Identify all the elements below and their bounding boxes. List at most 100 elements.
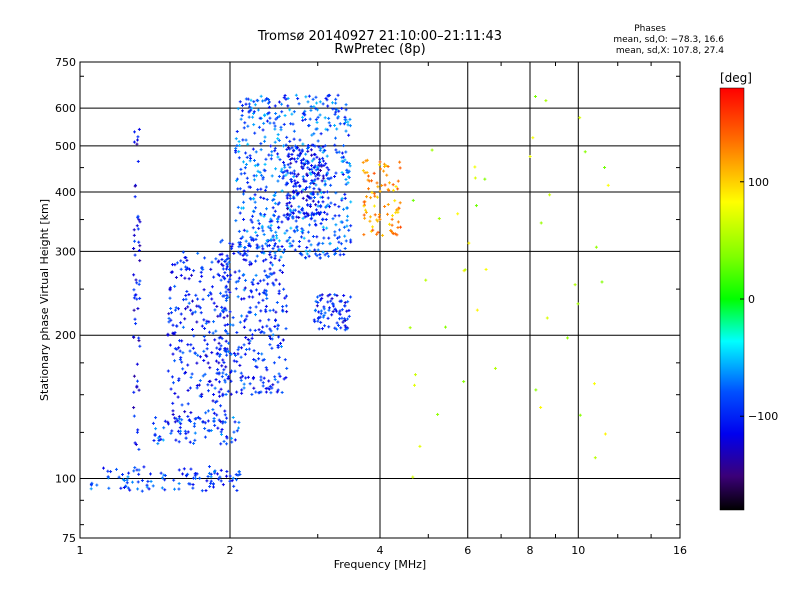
data-point: [246, 181, 250, 185]
data-point: [282, 160, 286, 164]
data-point: [262, 331, 266, 335]
data-point: [186, 388, 190, 392]
data-point: [249, 218, 253, 222]
data-point: [225, 265, 229, 269]
data-point: [217, 341, 221, 345]
data-point: [325, 166, 329, 170]
data-point: [348, 164, 352, 168]
data-point: [109, 470, 113, 474]
data-point: [292, 137, 296, 141]
data-point: [305, 252, 309, 256]
data-point: [333, 233, 337, 237]
data-point: [293, 179, 297, 183]
data-point: [317, 171, 321, 175]
data-point: [292, 196, 296, 200]
data-point: [205, 342, 209, 346]
data-point: [280, 167, 284, 171]
grid-lines: [80, 62, 680, 538]
data-point: [203, 435, 207, 439]
data-point: [312, 213, 316, 217]
data-point: [95, 483, 99, 487]
data-point: [343, 158, 347, 162]
data-point: [245, 176, 249, 180]
data-point: [242, 272, 246, 276]
data-point: [257, 328, 261, 332]
data-point: [181, 472, 185, 476]
data-point: [296, 172, 300, 176]
data-point: [243, 121, 247, 125]
data-point: [334, 97, 338, 101]
data-point: [295, 225, 299, 229]
data-point: [250, 280, 254, 284]
data-point: [243, 352, 247, 356]
data-point: [241, 235, 245, 239]
data-point: [176, 395, 180, 399]
data-point: [246, 338, 250, 342]
data-point: [211, 408, 215, 412]
data-point: [174, 306, 178, 310]
data-point: [273, 140, 277, 144]
data-point: [166, 420, 170, 424]
data-point: [206, 383, 210, 387]
data-point: [367, 179, 371, 183]
data-point: [288, 213, 292, 217]
data-point: [171, 409, 175, 413]
data-point: [325, 226, 329, 230]
data-point: [190, 372, 194, 376]
data-point: [342, 155, 346, 159]
data-point: [204, 489, 208, 493]
data-point: [302, 236, 306, 240]
data-point: [254, 365, 258, 369]
data-point: [185, 258, 189, 262]
data-point: [306, 144, 310, 148]
data-point: [276, 202, 280, 206]
data-point: [226, 377, 230, 381]
data-point: [202, 318, 206, 322]
data-point: [245, 253, 249, 257]
data-point: [314, 174, 318, 178]
data-point: [186, 414, 190, 418]
data-point: [106, 475, 110, 479]
data-point: [173, 359, 177, 363]
stats-o-mode: mean, sd,O: −78.3, 16.6: [613, 35, 724, 45]
data-point: [224, 365, 228, 369]
data-point: [226, 389, 230, 393]
data-point: [279, 125, 283, 129]
data-point: [277, 215, 281, 219]
data-point: [273, 256, 277, 260]
data-point: [399, 225, 403, 229]
data-point: [260, 244, 264, 248]
data-point: [169, 306, 173, 310]
data-point: [259, 390, 263, 394]
data-point: [335, 127, 339, 131]
data-point: [261, 99, 265, 103]
data-point: [323, 116, 327, 120]
data-point: [282, 248, 286, 252]
data-point: [251, 226, 255, 230]
data-point: [311, 180, 315, 184]
data-point: [289, 204, 293, 208]
data-point: [380, 183, 384, 187]
data-point: [225, 436, 229, 440]
data-point: [240, 109, 244, 113]
data-point: [191, 346, 195, 350]
data-point: [316, 317, 320, 321]
data-point: [387, 222, 391, 226]
data-point: [253, 193, 257, 197]
data-point: [264, 293, 268, 297]
data-point: [328, 124, 332, 128]
data-point: [126, 486, 130, 490]
data-point: [396, 220, 400, 224]
data-point: [168, 343, 172, 347]
data-point: [257, 301, 261, 305]
data-point: [124, 484, 128, 488]
data-point: [234, 287, 238, 291]
data-point: [244, 258, 248, 262]
data-point: [237, 426, 241, 430]
data-point: [315, 235, 319, 239]
data-point: [163, 478, 167, 482]
data-point: [241, 253, 245, 257]
data-point: [174, 417, 178, 421]
data-point: [282, 377, 286, 381]
data-point: [252, 349, 256, 353]
